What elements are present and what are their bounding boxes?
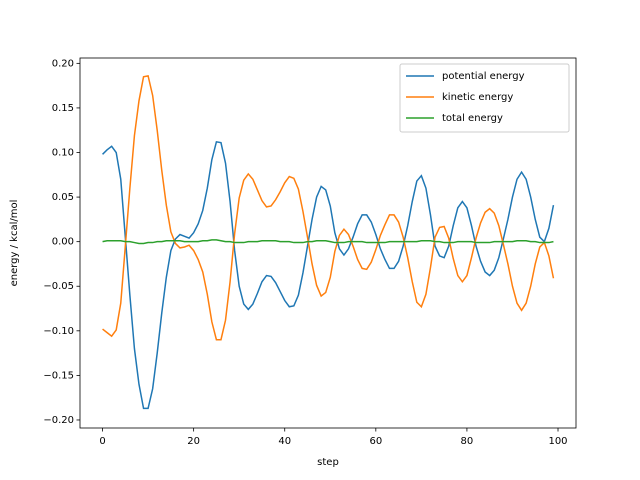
axes-frame [79, 57, 577, 429]
legend-label: kinetic energy [442, 92, 513, 103]
series-line [102, 140, 555, 410]
x-tick-label: 0 [99, 436, 105, 447]
y-tick-label: 0.00 [52, 237, 74, 248]
y-tick-label: 0.10 [52, 148, 74, 159]
y-tick-label: 0.20 [52, 58, 74, 69]
y-tick-label: −0.10 [43, 326, 74, 337]
y-tick-label: 0.15 [52, 103, 74, 114]
y-tick-label: −0.05 [43, 281, 74, 292]
x-axis-label: step [317, 457, 339, 468]
x-tick-label: 40 [278, 436, 291, 447]
y-tick-label: −0.20 [43, 415, 74, 426]
x-tick-label: 60 [369, 436, 382, 447]
y-tick-label: −0.15 [43, 370, 74, 381]
legend-label: total energy [442, 113, 503, 124]
series-line [102, 74, 555, 341]
y-tick-label: 0.05 [52, 192, 74, 203]
legend-box [399, 63, 570, 133]
legend-label: potential energy [442, 71, 525, 82]
x-tick-label: 100 [548, 436, 567, 447]
y-axis-label: energy / kcal/mol [9, 200, 20, 287]
x-tick-label: 20 [187, 436, 200, 447]
x-tick-label: 80 [461, 436, 474, 447]
series-line [102, 239, 554, 245]
